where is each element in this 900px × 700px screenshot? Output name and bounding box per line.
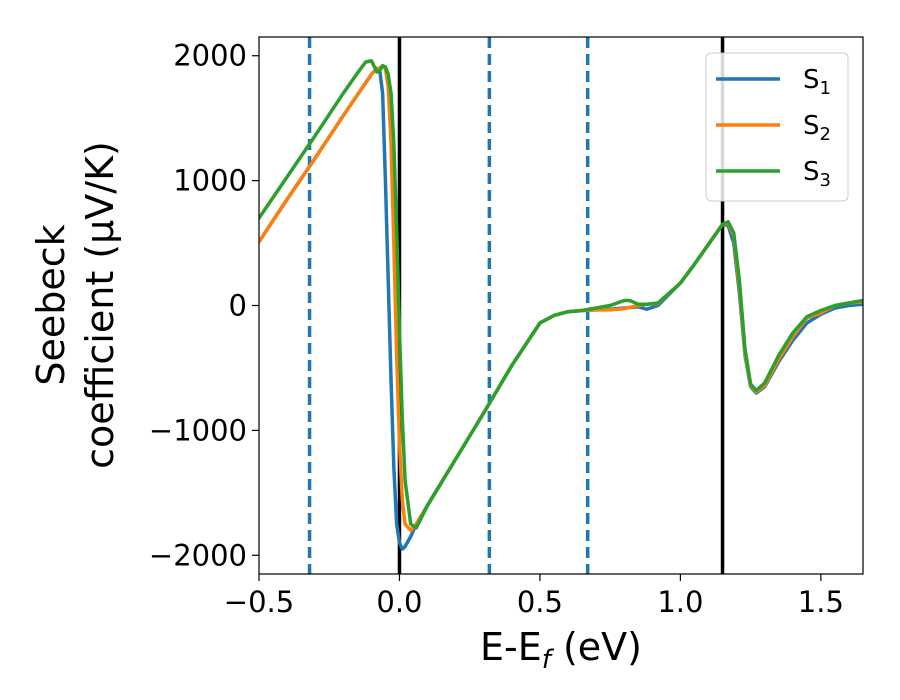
y-axis-label-line2: coefficient (μV/K) (78, 141, 122, 469)
x-axis-label-main: E-E (480, 625, 542, 669)
x-axis-label: E-Ef (eV) (480, 625, 642, 675)
x-tick-label: 1.5 (798, 585, 844, 619)
legend-label-S2: S2 (803, 111, 831, 145)
legend-label-S1: S1 (803, 65, 831, 99)
y-tick-label: 1000 (173, 164, 247, 198)
x-axis-label-unit: (eV) (551, 625, 642, 669)
y-tick-label: 2000 (173, 39, 247, 73)
y-tick-label: −2000 (149, 538, 247, 572)
legend-box (705, 52, 849, 202)
y-axis-ticks: −2000 −1000 0 1000 2000 (149, 39, 259, 572)
x-tick-label: 0.5 (517, 585, 563, 619)
x-tick-label: 1.0 (657, 585, 703, 619)
y-axis-label-line1: Seebeck (29, 224, 73, 385)
x-axis-ticks: −0.5 0.0 0.5 1.0 1.5 (224, 574, 844, 619)
series-line-S3 (259, 58, 863, 530)
y-tick-label: −1000 (149, 413, 247, 447)
legend: S1 S2 S3 (705, 52, 849, 202)
x-tick-label: 0.0 (376, 585, 422, 619)
legend-label-S3: S3 (803, 157, 831, 191)
x-tick-label: −0.5 (224, 585, 294, 619)
series-lines (259, 58, 863, 551)
y-tick-label: 0 (229, 289, 247, 323)
